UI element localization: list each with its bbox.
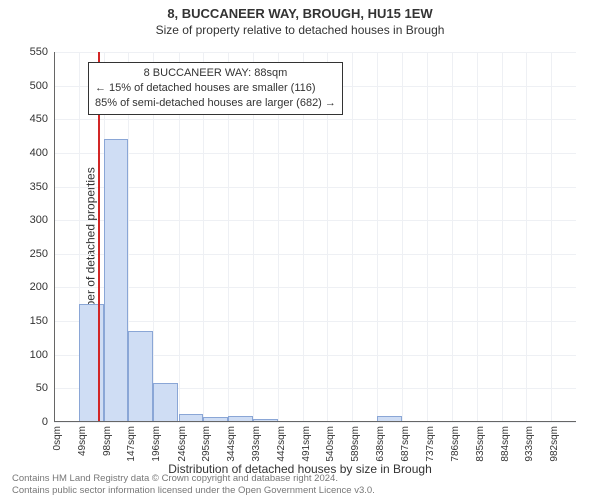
ytick-label: 300 bbox=[30, 214, 54, 226]
ytick-label: 350 bbox=[30, 181, 54, 193]
xtick-label: 491sqm bbox=[301, 426, 312, 462]
gridline-h bbox=[54, 52, 576, 53]
xtick-label: 442sqm bbox=[276, 426, 287, 462]
xtick-label: 540sqm bbox=[325, 426, 336, 462]
ytick-label: 50 bbox=[36, 382, 54, 394]
footnote-line-1: Contains HM Land Registry data © Crown c… bbox=[12, 473, 375, 484]
title-main: 8, BUCCANEER WAY, BROUGH, HU15 1EW bbox=[0, 6, 600, 21]
ytick-label: 450 bbox=[30, 113, 54, 125]
footnote-line-2: Contains public sector information licen… bbox=[12, 485, 375, 496]
ytick-label: 250 bbox=[30, 248, 54, 260]
xtick-label: 933sqm bbox=[524, 426, 535, 462]
ytick-label: 200 bbox=[30, 281, 54, 293]
xtick-label: 0sqm bbox=[52, 426, 63, 450]
annotation-line-1: 8 BUCCANEER WAY: 88sqm bbox=[95, 66, 336, 81]
annotation-line-3: 85% of semi-detached houses are larger (… bbox=[95, 96, 336, 111]
title-sub: Size of property relative to detached ho… bbox=[0, 23, 600, 37]
gridline-v bbox=[377, 52, 378, 422]
annotation-box: 8 BUCCANEER WAY: 88sqm ← 15% of detached… bbox=[88, 62, 343, 115]
xtick-label: 196sqm bbox=[151, 426, 162, 462]
ytick-label: 100 bbox=[30, 349, 54, 361]
xtick-label: 786sqm bbox=[450, 426, 461, 462]
gridline-h bbox=[54, 119, 576, 120]
footnote: Contains HM Land Registry data © Crown c… bbox=[12, 473, 375, 496]
gridline-v bbox=[526, 52, 527, 422]
histogram-bar bbox=[104, 139, 129, 422]
gridline-v bbox=[427, 52, 428, 422]
histogram-bar bbox=[153, 383, 178, 422]
gridline-v bbox=[502, 52, 503, 422]
xtick-label: 589sqm bbox=[350, 426, 361, 462]
xtick-label: 344sqm bbox=[226, 426, 237, 462]
xtick-label: 393sqm bbox=[251, 426, 262, 462]
gridline-h bbox=[54, 153, 576, 154]
histogram-bar bbox=[128, 331, 153, 422]
histogram-bar bbox=[79, 304, 104, 422]
annotation-line-2: ← 15% of detached houses are smaller (11… bbox=[95, 81, 336, 96]
ytick-label: 500 bbox=[30, 80, 54, 92]
ytick-label: 550 bbox=[30, 46, 54, 58]
gridline-v bbox=[452, 52, 453, 422]
gridline-h bbox=[54, 321, 576, 322]
xtick-label: 687sqm bbox=[400, 426, 411, 462]
gridline-v bbox=[402, 52, 403, 422]
title-block: 8, BUCCANEER WAY, BROUGH, HU15 1EW Size … bbox=[0, 0, 600, 37]
xtick-label: 638sqm bbox=[375, 426, 386, 462]
y-axis-line bbox=[54, 52, 55, 422]
xtick-label: 246sqm bbox=[177, 426, 188, 462]
ytick-label: 150 bbox=[30, 315, 54, 327]
gridline-h bbox=[54, 422, 576, 423]
xtick-label: 737sqm bbox=[425, 426, 436, 462]
x-axis-line bbox=[54, 421, 576, 422]
xtick-label: 835sqm bbox=[475, 426, 486, 462]
xtick-label: 98sqm bbox=[102, 426, 113, 456]
ytick-label: 400 bbox=[30, 147, 54, 159]
xtick-label: 147sqm bbox=[126, 426, 137, 462]
gridline-h bbox=[54, 220, 576, 221]
chart-area: 0501001502002503003504004505005500sqm49s… bbox=[54, 52, 576, 422]
gridline-v bbox=[551, 52, 552, 422]
gridline-v bbox=[352, 52, 353, 422]
xtick-label: 49sqm bbox=[77, 426, 88, 456]
xtick-label: 295sqm bbox=[201, 426, 212, 462]
gridline-h bbox=[54, 187, 576, 188]
gridline-h bbox=[54, 254, 576, 255]
xtick-label: 884sqm bbox=[500, 426, 511, 462]
gridline-v bbox=[477, 52, 478, 422]
gridline-h bbox=[54, 287, 576, 288]
xtick-label: 982sqm bbox=[549, 426, 560, 462]
